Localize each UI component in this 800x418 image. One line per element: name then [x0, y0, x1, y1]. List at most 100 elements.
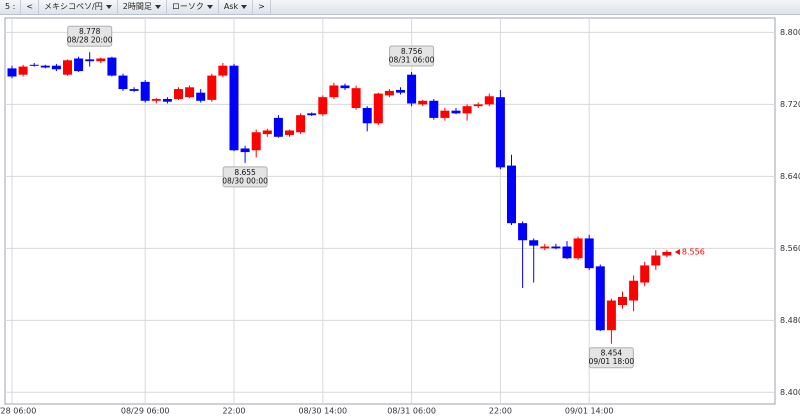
candle-body — [262, 130, 272, 135]
callout-time: 08/30 00:00 — [222, 176, 268, 185]
callout-value: 8.756 — [401, 47, 423, 56]
candle-body — [329, 85, 339, 98]
y-tick-label: 8.800 — [780, 28, 800, 37]
candle-body — [162, 98, 172, 102]
candle-body — [318, 97, 328, 115]
candle-body — [507, 165, 516, 224]
candle-body — [218, 65, 228, 76]
x-tick-label: 22:00 — [222, 407, 245, 416]
candle-body — [63, 60, 72, 75]
x-tick-label: 08/29 06:00 — [121, 407, 170, 416]
chart-type-label: ローソク — [171, 2, 204, 11]
candle-body — [229, 65, 239, 151]
candle-body — [529, 240, 539, 246]
candle-body — [340, 85, 350, 89]
candle-body — [595, 266, 605, 331]
candle-body — [296, 115, 306, 133]
candle-body — [273, 117, 283, 137]
candle-body — [196, 92, 206, 101]
candle-body — [462, 106, 472, 114]
candle-body — [484, 96, 494, 105]
candle-body — [551, 246, 561, 249]
chart-type-select[interactable]: ローソク — [167, 0, 219, 14]
candle-body — [440, 110, 450, 118]
caret — [206, 5, 213, 9]
candle-body — [473, 104, 483, 107]
candle-body — [174, 89, 183, 99]
candle-body — [429, 100, 439, 118]
symbol-label: メキシコペソ/円 — [44, 2, 103, 11]
candle-body — [362, 107, 372, 124]
candle-body — [573, 238, 583, 259]
y-tick-label: 8.400 — [780, 388, 800, 397]
x-tick-label: 08/28 06:00 — [0, 407, 36, 416]
candle-body — [518, 223, 528, 241]
candle-body — [240, 148, 250, 153]
candle-body — [96, 58, 106, 62]
toolbar-prev[interactable]: < — [21, 0, 40, 14]
callout-time: 09/01 18:00 — [589, 357, 635, 366]
x-tick-label: 08/31 06:00 — [387, 407, 436, 416]
candle-body — [618, 296, 627, 306]
candle-body — [351, 88, 361, 108]
candle-body — [606, 300, 616, 331]
callout-value: 8.778 — [79, 27, 101, 36]
callout-value: 8.655 — [234, 168, 256, 177]
candle-body — [384, 90, 394, 96]
timeframe-label: 2時間足 — [122, 2, 152, 11]
candle-body — [584, 238, 594, 269]
callout-box — [588, 347, 634, 369]
candle-body — [140, 81, 150, 101]
candle-body — [18, 66, 28, 75]
candle-body — [207, 75, 217, 100]
candle-body — [640, 265, 650, 283]
candle-body — [185, 87, 195, 98]
candle-body — [107, 57, 117, 76]
toolbar: 5 : < メキシコペソ/円 2時間足 ローソク Ask > — [0, 0, 800, 15]
candle-body — [651, 255, 661, 266]
callout-box — [67, 25, 113, 47]
candle-body — [51, 65, 61, 70]
candle-body — [418, 100, 428, 105]
candle-body — [451, 110, 461, 114]
price-side-select[interactable]: Ask — [219, 0, 254, 14]
candle-body — [662, 251, 672, 256]
y-tick-label: 8.640 — [780, 172, 800, 181]
candle-body — [29, 64, 39, 66]
candle-body — [7, 68, 17, 77]
candle-body — [396, 89, 405, 93]
caret — [241, 5, 248, 9]
y-tick-label: 8.480 — [780, 316, 800, 325]
toolbar-next[interactable]: > — [253, 0, 271, 14]
candle-body — [74, 58, 84, 72]
candle-body — [629, 280, 639, 301]
candle-body — [251, 132, 261, 151]
candle-body — [562, 246, 572, 259]
candle-body — [495, 97, 505, 168]
callout-box — [222, 166, 268, 188]
current-price: 8.556 — [682, 247, 705, 256]
callout-value: 8.454 — [601, 349, 623, 358]
candle-body — [540, 246, 550, 249]
candle-body — [307, 113, 317, 116]
candle-body — [285, 130, 294, 135]
y-tick-label: 8.720 — [780, 100, 800, 109]
candle-body — [129, 89, 139, 91]
candle-body — [407, 74, 417, 104]
x-tick-label: 09/01 14:00 — [565, 407, 614, 416]
x-tick-label: 22:00 — [489, 407, 512, 416]
y-tick-label: 8.560 — [780, 244, 800, 253]
symbol-select[interactable]: メキシコペソ/円 — [39, 0, 118, 14]
caret — [105, 5, 112, 9]
callout-time: 08/28 20:00 — [67, 36, 113, 45]
toolbar-item[interactable]: 5 : — [0, 0, 22, 14]
callout-time: 08/31 06:00 — [389, 55, 435, 64]
timeframe-select[interactable]: 2時間足 — [118, 0, 167, 14]
price-pointer — [674, 248, 680, 255]
x-tick-label: 08/30 14:00 — [298, 407, 347, 416]
candle-body — [151, 98, 161, 101]
